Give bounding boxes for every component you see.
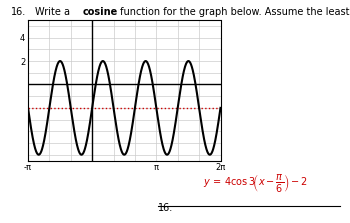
Text: cosine: cosine [82,7,118,17]
Text: function for the graph below. Assume the least possible phase shift.: function for the graph below. Assume the… [117,7,350,17]
Text: 16.: 16. [10,7,26,17]
Text: 16.: 16. [158,203,173,213]
Text: $y\,=\,4\cos 3\!\left(x - \dfrac{\pi}{6}\right) - 2$: $y\,=\,4\cos 3\!\left(x - \dfrac{\pi}{6}… [203,172,308,194]
Text: Write a: Write a [35,7,73,17]
